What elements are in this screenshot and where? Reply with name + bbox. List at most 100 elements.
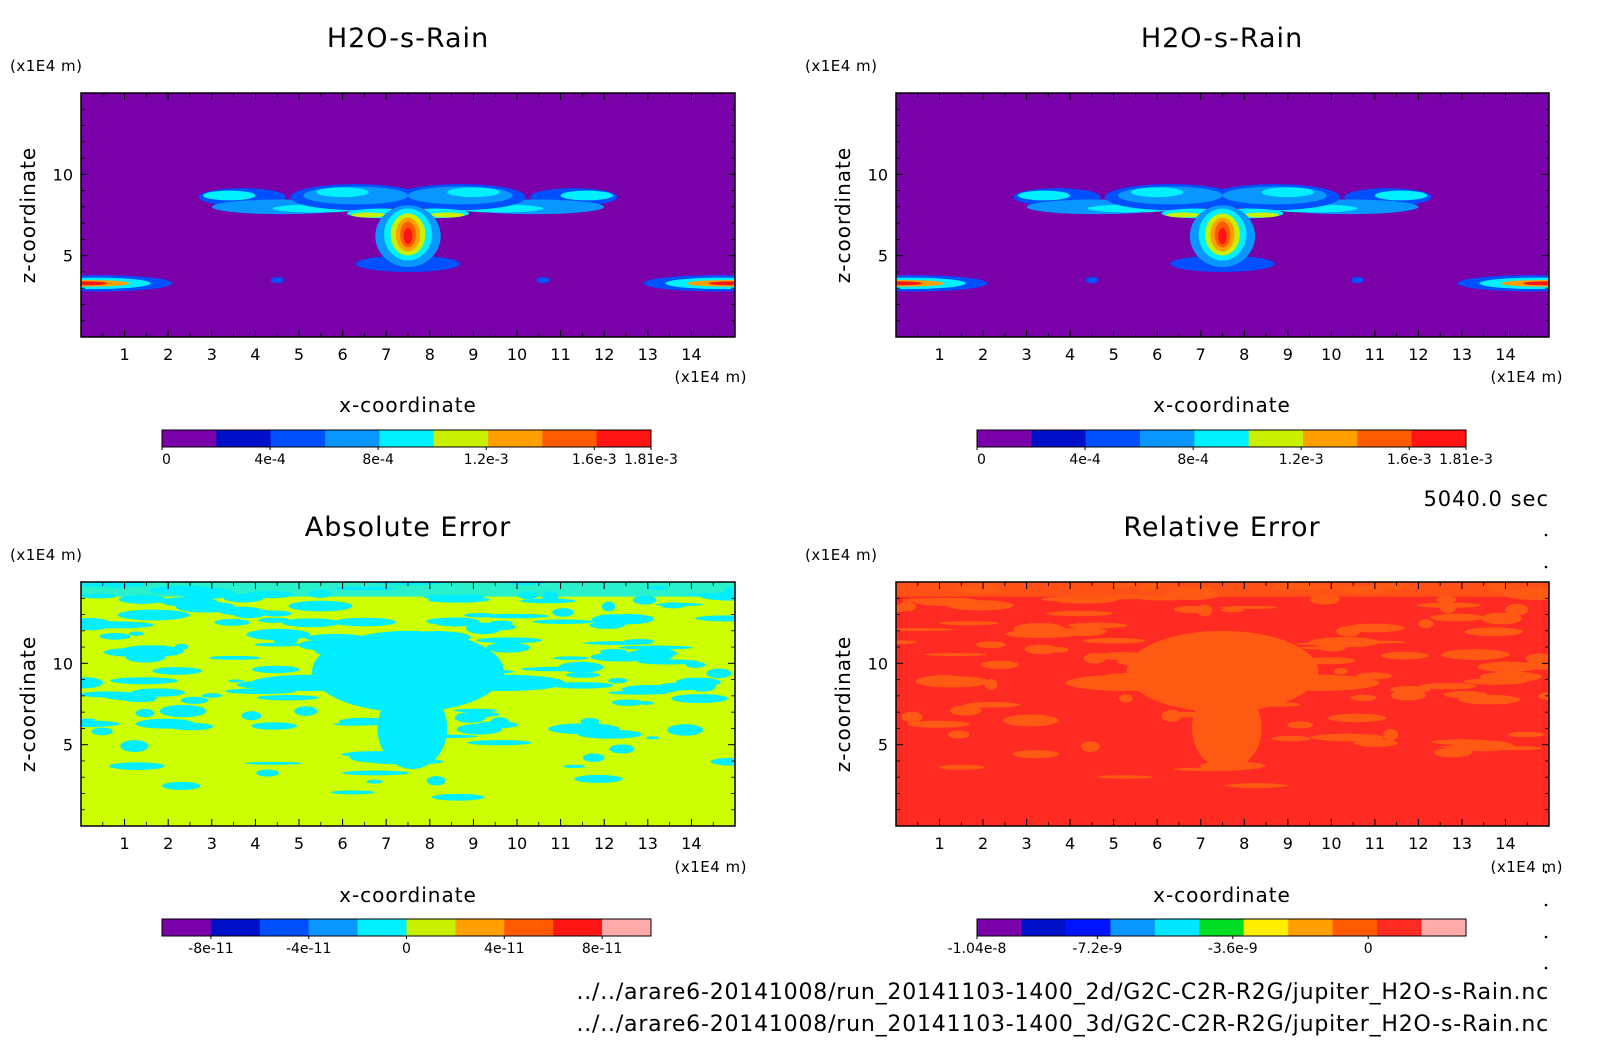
- contour-region: [708, 281, 735, 286]
- contour-region: [431, 793, 485, 801]
- x-tick-label: 3: [1022, 345, 1032, 364]
- contour-region: [1224, 783, 1290, 788]
- contour-region: [135, 708, 155, 718]
- contour-region: [273, 635, 299, 645]
- colorbar: -8e-11 -4e-11 0 4e-11 8e-11: [161, 918, 652, 957]
- contour-region: [1507, 731, 1545, 738]
- x-tick-label: 13: [638, 345, 658, 364]
- colorbar: 0 4e-4 8e-4 1.2e-3 1.6e-3 1.81e-3: [976, 429, 1493, 468]
- contour-region: [1261, 187, 1314, 198]
- x-tick-label: 10: [1321, 834, 1341, 853]
- contour-region: [706, 668, 732, 679]
- colorbar-swatch: [504, 919, 554, 936]
- panel-title: H2O-s-Rain: [327, 23, 489, 54]
- contour-region: [1380, 651, 1429, 660]
- contour-region: [427, 596, 490, 603]
- y-unit-label: (x1E4 m): [10, 57, 83, 75]
- contour-region: [1046, 610, 1114, 617]
- contour-region: [91, 727, 113, 736]
- contour-region: [551, 682, 614, 689]
- contour-region: [1430, 613, 1484, 622]
- colorbar-swatch: [1411, 430, 1467, 447]
- colorbar-tick-label: 0: [402, 941, 411, 957]
- colorbar-frame: [976, 918, 1467, 937]
- colorbar-swatch: [553, 919, 603, 936]
- colorbar-swatch: [1303, 430, 1358, 447]
- panel-rain-3d: H2O-s-Rain (x1E4 m) 1 2 3 4 5 6 7 8 9 10 11 12 13 14 …: [805, 23, 1563, 468]
- x-tick-label: 14: [681, 345, 701, 364]
- x-tick-label: 3: [207, 345, 217, 364]
- contour-region: [241, 711, 262, 721]
- x-tick-label: 9: [1283, 834, 1293, 853]
- x-tick-label: 10: [1321, 345, 1341, 364]
- contour-region: [1244, 212, 1280, 218]
- contour-region: [981, 660, 1019, 669]
- x-tick-label: 8: [425, 834, 435, 853]
- contour-region: [120, 740, 149, 753]
- contour-region: [948, 730, 970, 739]
- contour-region: [589, 621, 625, 629]
- contour-region: [251, 722, 297, 730]
- contour-region: [1173, 605, 1209, 614]
- x-tick-label: 12: [1408, 834, 1428, 853]
- contour-region: [548, 723, 620, 735]
- contour-region: [896, 582, 1549, 597]
- contour-region: [918, 675, 971, 686]
- colorbar-swatch: [162, 919, 212, 936]
- contour-region: [201, 693, 223, 698]
- contour-region: [81, 691, 139, 698]
- x-tick-label: 11: [550, 834, 570, 853]
- colorbar-swatch: [406, 919, 456, 936]
- contour-region: [914, 597, 982, 607]
- x-tick-label: 2: [978, 834, 988, 853]
- y-tick-label: 5: [878, 247, 888, 266]
- x-tick-label: 2: [978, 345, 988, 364]
- panel-title: Absolute Error: [305, 512, 511, 543]
- contour-region: [896, 604, 907, 613]
- contour-region: [135, 718, 196, 729]
- x-tick-label: 6: [338, 834, 348, 853]
- contour-region: [467, 740, 532, 746]
- x-ticks: 1 2 3 4 5 6 7 8 9 10 11 12 13 14: [102, 582, 714, 853]
- colorbar-swatch: [379, 430, 435, 447]
- x-tick-label: 7: [381, 345, 391, 364]
- y-tick-label: 5: [63, 247, 73, 266]
- x-tick-label: 14: [1495, 345, 1515, 364]
- margin-dots: [1544, 533, 1548, 970]
- x-tick-label: 6: [1152, 834, 1162, 853]
- x-tick-label: 4: [1065, 345, 1075, 364]
- x-unit-label: (x1E4 m): [1490, 368, 1563, 386]
- contour-region: [476, 637, 543, 644]
- x-tick-label: 2: [163, 834, 173, 853]
- contour-region: [377, 687, 448, 770]
- contour-region: [454, 712, 486, 723]
- contour-region: [1126, 630, 1319, 713]
- colorbar-swatch: [433, 430, 489, 447]
- x-tick-label: 1: [934, 345, 944, 364]
- contour-region: [152, 667, 203, 675]
- contour-region: [117, 609, 190, 621]
- contour-region: [81, 718, 96, 722]
- colorbar-swatch: [1243, 919, 1289, 936]
- x-axis-label: x-coordinate: [1153, 883, 1291, 907]
- colorbar-swatch: [602, 919, 652, 936]
- contour-region: [81, 677, 104, 689]
- x-tick-label: 9: [1283, 345, 1293, 364]
- colorbar-swatch: [216, 430, 272, 447]
- contour-region: [1416, 602, 1481, 608]
- panel-relative-error: Relative Error (x1E4 m) 1 2 3 4 5 6 7 8 9 10 11 12 1…: [805, 512, 1563, 957]
- contour-region: [1383, 728, 1399, 741]
- contour-region: [256, 769, 279, 777]
- colorbar-tick-label: 1.2e-3: [464, 452, 509, 468]
- contour-region: [1024, 644, 1059, 655]
- panel-title: H2O-s-Rain: [1141, 23, 1303, 54]
- contour-region: [984, 679, 998, 690]
- colorbar-swatch: [1021, 919, 1067, 936]
- contour-region: [1083, 653, 1106, 664]
- contour-region: [896, 640, 917, 644]
- x-tick-label: 11: [1365, 345, 1385, 364]
- contour-region: [1344, 623, 1405, 633]
- contour-region: [896, 628, 955, 631]
- contour-region: [1419, 682, 1477, 690]
- contour-region: [453, 708, 498, 713]
